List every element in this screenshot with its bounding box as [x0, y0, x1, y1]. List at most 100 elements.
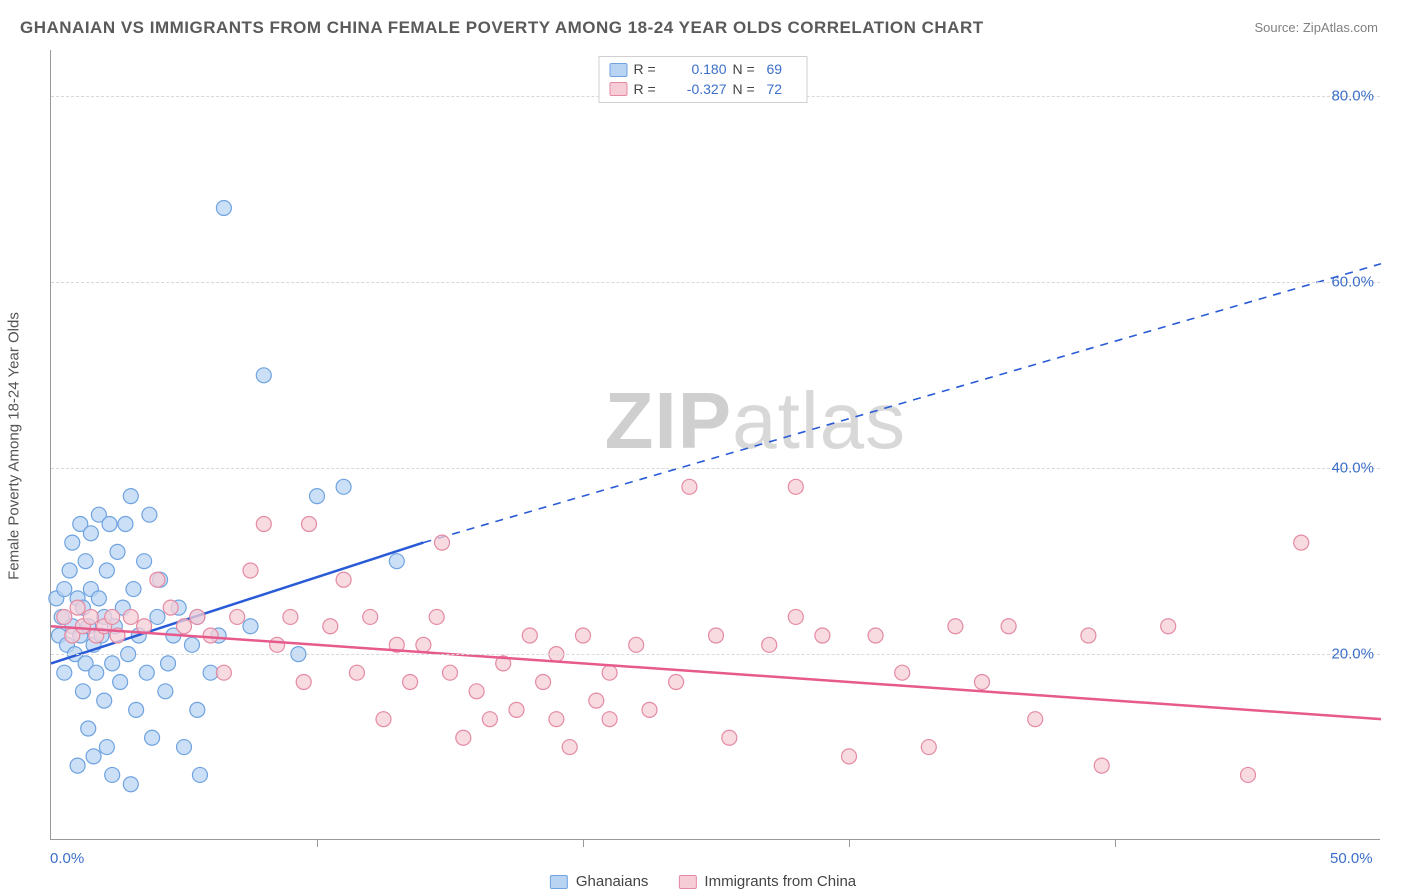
x-tick [317, 839, 318, 847]
legend-swatch [678, 875, 696, 889]
data-point [576, 628, 591, 643]
data-point [243, 619, 258, 634]
data-point [602, 665, 617, 680]
plot-area: ZIPatlas 20.0%40.0%60.0%80.0% [50, 50, 1380, 840]
data-point [70, 600, 85, 615]
data-point [105, 609, 120, 624]
x-tick [1115, 839, 1116, 847]
data-point [389, 554, 404, 569]
data-point [815, 628, 830, 643]
data-point [126, 582, 141, 597]
legend-row: R = 0.180 N = 69 [610, 60, 797, 80]
legend-label: Ghanaians [576, 873, 649, 890]
x-tick [849, 839, 850, 847]
data-point [81, 721, 96, 736]
series-legend: Ghanaians Immigrants from China [550, 873, 856, 890]
data-point [642, 702, 657, 717]
data-point [177, 619, 192, 634]
x-min-label: 0.0% [50, 850, 84, 867]
legend-item: Immigrants from China [678, 873, 856, 890]
gridline-h [51, 282, 1380, 283]
data-point [184, 637, 199, 652]
data-point [137, 554, 152, 569]
data-point [163, 600, 178, 615]
data-point [75, 684, 90, 699]
data-point [158, 684, 173, 699]
y-tick-label: 40.0% [1331, 460, 1374, 477]
trend-line [51, 543, 423, 664]
x-max-label: 50.0% [1330, 850, 1373, 867]
legend-swatch [610, 82, 628, 96]
data-point [589, 693, 604, 708]
data-point [99, 563, 114, 578]
legend-r-value: -0.327 [672, 80, 727, 100]
data-point [89, 665, 104, 680]
data-point [895, 665, 910, 680]
data-point [216, 201, 231, 216]
data-point [1161, 619, 1176, 634]
data-point [629, 637, 644, 652]
gridline-h [51, 468, 1380, 469]
legend-n-value: 72 [767, 80, 797, 100]
legend-r-value: 0.180 [672, 60, 727, 80]
data-point [230, 609, 245, 624]
data-point [416, 637, 431, 652]
data-point [1094, 758, 1109, 773]
data-point [216, 665, 231, 680]
data-point [376, 712, 391, 727]
data-point [336, 479, 351, 494]
source-attribution: Source: ZipAtlas.com [1254, 20, 1378, 35]
data-point [975, 675, 990, 690]
data-point [682, 479, 697, 494]
data-point [1028, 712, 1043, 727]
data-point [57, 609, 72, 624]
legend-n-value: 69 [767, 60, 797, 80]
y-tick-label: 20.0% [1331, 646, 1374, 663]
data-point [302, 517, 317, 532]
data-point [1241, 767, 1256, 782]
data-point [469, 684, 484, 699]
data-point [203, 628, 218, 643]
data-point [129, 702, 144, 717]
data-point [62, 563, 77, 578]
correlation-legend: R = 0.180 N = 69R = -0.327 N = 72 [599, 56, 808, 103]
data-point [57, 665, 72, 680]
data-point [123, 777, 138, 792]
data-point [549, 712, 564, 727]
data-point [921, 740, 936, 755]
data-point [78, 554, 93, 569]
data-point [145, 730, 160, 745]
y-axis-title: Female Poverty Among 18-24 Year Olds [6, 312, 23, 580]
data-point [105, 656, 120, 671]
data-point [948, 619, 963, 634]
data-point [310, 489, 325, 504]
data-point [522, 628, 537, 643]
data-point [243, 563, 258, 578]
data-point [105, 767, 120, 782]
data-point [602, 712, 617, 727]
trend-line-extrapolated [423, 264, 1381, 543]
data-point [190, 702, 205, 717]
legend-n-label: N = [733, 60, 761, 80]
data-point [123, 609, 138, 624]
legend-label: Immigrants from China [704, 873, 856, 890]
data-point [443, 665, 458, 680]
data-point [139, 665, 154, 680]
data-point [97, 693, 112, 708]
data-point [142, 507, 157, 522]
data-point [363, 609, 378, 624]
data-point [102, 517, 117, 532]
data-point [83, 526, 98, 541]
chart-title: GHANAIAN VS IMMIGRANTS FROM CHINA FEMALE… [20, 18, 984, 38]
y-tick-label: 60.0% [1331, 274, 1374, 291]
data-point [192, 767, 207, 782]
data-point [788, 609, 803, 624]
data-point [1294, 535, 1309, 550]
data-point [270, 637, 285, 652]
data-point [296, 675, 311, 690]
chart-svg [51, 50, 1380, 839]
data-point [161, 656, 176, 671]
data-point [435, 535, 450, 550]
data-point [1001, 619, 1016, 634]
legend-r-label: R = [634, 60, 666, 80]
